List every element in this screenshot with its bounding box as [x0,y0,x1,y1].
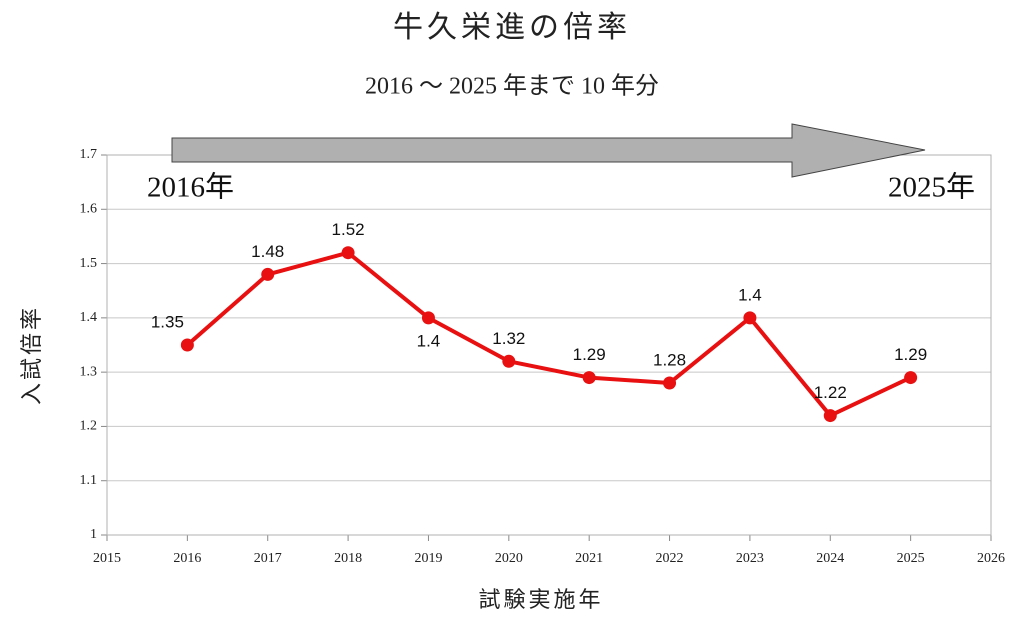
x-tick-label: 2026 [977,551,1005,566]
data-point [421,311,435,325]
x-tick-label: 2020 [495,551,523,566]
data-point [663,376,677,390]
y-tick-label: 1.2 [80,419,98,434]
x-tick-label: 2023 [736,551,764,566]
chart-subtitle: 2016 ～ 2025 年まで 10 年分 [365,73,659,100]
y-tick-label: 1.1 [80,473,98,488]
data-label: 1.52 [332,220,365,239]
data-label: 1.22 [814,383,847,402]
data-label: 1.29 [894,345,927,364]
arrow [171,123,926,178]
x-tick-label: 2025 [897,551,925,566]
x-tick-label: 2016 [173,551,201,566]
x-tick-label: 2019 [414,551,442,566]
data-point [261,267,275,281]
y-tick-label: 1.5 [80,256,98,271]
data-point [743,311,757,325]
x-tick-label: 2024 [816,551,844,566]
data-point [582,371,596,385]
data-label: 1.4 [738,285,762,304]
data-line [186,250,912,418]
data-point [180,338,194,352]
data-point [823,409,837,423]
y-tick-label: 1.7 [80,147,98,162]
data-point [502,354,516,368]
plot-area: 1 1.1 1.2 1.3 1.4 1.5 1.6 1.7 2015 2016 2017 2018 20… [80,147,1006,566]
data-label: 1.48 [251,242,284,261]
data-label: 1.28 [653,350,686,369]
data-point [904,371,918,385]
y-tick-label: 1.3 [80,364,98,379]
data-label: 1.35 [151,312,184,331]
x-tick-label: 2022 [656,551,684,566]
data-label: 1.32 [492,329,525,348]
x-tick-label: 2018 [334,551,362,566]
annotation: 2025年 [888,171,975,204]
y-tick-label: 1 [90,527,97,542]
data-point [341,246,355,260]
data-label: 1.4 [417,331,441,350]
y-tick-label: 1.6 [80,202,98,217]
x-axis-label: 試験実施年 [478,587,603,612]
y-axis-label: 入試倍率 [19,305,44,405]
x-tick-label: 2015 [93,551,121,566]
x-tick-label: 2021 [575,551,603,566]
chart-title: 牛久栄進の倍率 [393,11,631,44]
x-tick-label: 2017 [254,551,282,566]
data-label: 1.29 [573,345,606,364]
annotation: 2016年 [147,171,234,204]
y-tick-label: 1.4 [80,310,98,325]
